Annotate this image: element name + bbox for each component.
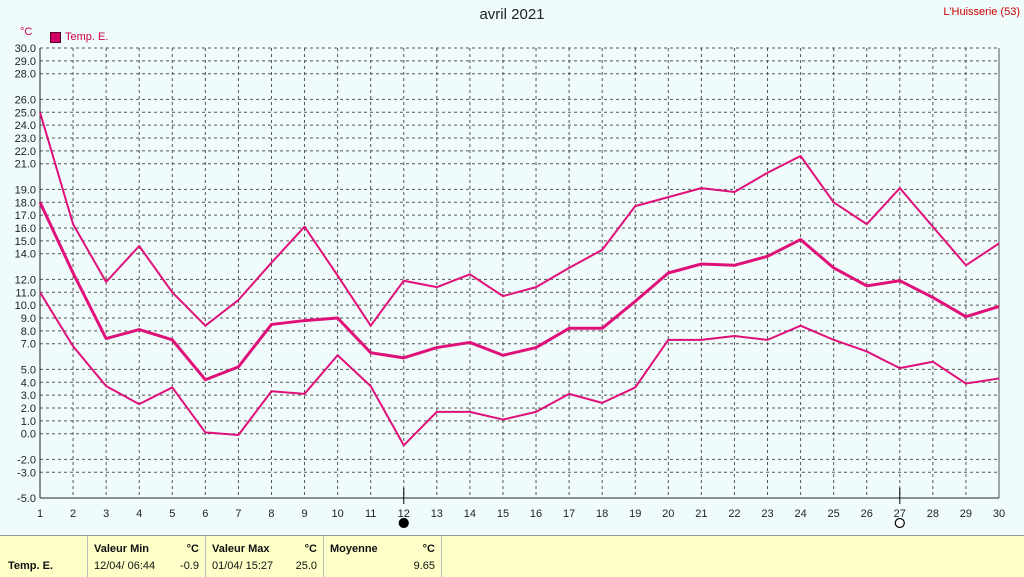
min-marker (398, 517, 409, 529)
avg-title: Moyenne (330, 543, 378, 555)
x-tick-label: 4 (136, 508, 142, 520)
x-tick-label: 1 (37, 508, 43, 520)
x-tick-label: 28 (927, 508, 939, 520)
x-tick-label: 14 (464, 508, 476, 520)
legend-swatch (50, 31, 61, 43)
y-tick-label: 14.0 (15, 249, 36, 261)
x-tick-label: 6 (202, 508, 208, 520)
x-tick-label: 12 (398, 508, 410, 520)
series-line-1 (39, 112, 1000, 327)
x-tick-label: 7 (235, 508, 241, 520)
avg-unit: °C (422, 543, 435, 555)
min-value: -0.9 (180, 560, 199, 572)
temperature-chart: -5.0-3.0-2.00.01.02.03.04.05.07.08.09.01… (15, 43, 1005, 529)
legend-label: Temp. E. (65, 31, 109, 43)
y-tick-label: 9.0 (21, 313, 36, 325)
footer-series-cell: Temp. E. (0, 536, 88, 577)
x-tick-label: 11 (365, 508, 376, 520)
x-tick-label: 26 (861, 508, 873, 520)
x-tick-label: 18 (596, 508, 608, 520)
x-tick-label: 29 (960, 508, 972, 520)
y-tick-label: 24.0 (15, 120, 36, 132)
y-tick-label: 23.0 (15, 133, 36, 145)
series-line-2 (38, 201, 1000, 382)
y-tick-label: 3.0 (21, 390, 36, 402)
y-tick-label: 16.0 (15, 223, 36, 235)
y-tick-label: 30.0 (15, 43, 36, 55)
y-tick-label: 2.0 (21, 403, 36, 415)
x-tick-label: 27 (894, 508, 906, 520)
y-tick-label: 18.0 (15, 197, 36, 209)
legend: Temp. E. (50, 31, 108, 43)
series-line-3 (39, 291, 1000, 447)
max-unit: °C (304, 543, 317, 555)
min-datetime: 12/04/ 06:44 (94, 560, 156, 572)
x-tick-label: 23 (761, 508, 773, 520)
y-tick-label: 11.0 (15, 287, 36, 299)
x-tick-label: 25 (828, 508, 840, 520)
x-tick-label: 20 (662, 508, 674, 520)
min-unit: °C (186, 543, 199, 555)
min-title: Valeur Min (94, 543, 150, 555)
y-tick-label: -5.0 (17, 493, 36, 505)
max-marker (894, 517, 905, 529)
x-tick-label: 15 (497, 508, 509, 520)
y-tick-label: 26.0 (15, 94, 36, 106)
x-tick-label: 2 (70, 508, 76, 520)
footer-series-label: Temp. E. (8, 560, 54, 572)
y-tick-label: 17.0 (15, 210, 36, 222)
station-name: L'Huisserie (53) (943, 6, 1020, 18)
y-tick-label: 8.0 (21, 326, 36, 338)
y-tick-label: 4.0 (21, 377, 36, 389)
y-tick-label: 19.0 (15, 184, 36, 196)
y-tick-label: 7.0 (21, 339, 36, 351)
footer-min-cell: Valeur Min °C 12/04/ 06:44 -0.9 (88, 536, 206, 577)
stats-footer: Temp. E. Valeur Min °C 12/04/ 06:44 -0.9… (0, 535, 1024, 577)
x-tick-label: 22 (728, 508, 740, 520)
x-tick-label: 10 (331, 508, 343, 520)
y-axis-unit: °C (20, 26, 33, 38)
y-tick-label: 1.0 (21, 416, 36, 428)
x-tick-label: 21 (695, 508, 707, 520)
x-tick-label: 5 (169, 508, 175, 520)
y-tick-label: 15.0 (15, 236, 36, 248)
y-tick-label: 0.0 (21, 429, 36, 441)
y-tick-label: -3.0 (17, 467, 36, 479)
x-tick-label: 3 (103, 508, 109, 520)
x-tick-label: 16 (530, 508, 542, 520)
max-title: Valeur Max (212, 543, 270, 555)
x-tick-label: 19 (629, 508, 641, 520)
x-tick-label: 24 (794, 508, 806, 520)
y-tick-label: 12.0 (15, 274, 36, 286)
y-tick-label: 28.0 (15, 69, 36, 81)
max-value: 25.0 (295, 560, 317, 572)
y-tick-label: -2.0 (17, 454, 36, 466)
y-tick-label: 29.0 (15, 56, 36, 68)
y-tick-label: 5.0 (21, 364, 36, 376)
y-tick-label: 21.0 (15, 159, 36, 171)
x-tick-label: 30 (993, 508, 1005, 520)
x-tick-label: 13 (431, 508, 443, 520)
footer-avg-cell: Moyenne °C 9.65 (324, 536, 442, 577)
y-tick-label: 10.0 (15, 300, 36, 312)
y-tick-label: 22.0 (15, 146, 36, 158)
avg-value: 9.65 (413, 560, 435, 572)
x-tick-label: 8 (268, 508, 274, 520)
x-tick-label: 17 (563, 508, 575, 520)
y-tick-label: 25.0 (15, 107, 36, 119)
chart-title: avril 2021 (479, 6, 545, 23)
max-datetime: 01/04/ 15:27 (212, 560, 274, 572)
x-tick-label: 9 (301, 508, 307, 520)
footer-max-cell: Valeur Max °C 01/04/ 15:27 25.0 (206, 536, 324, 577)
